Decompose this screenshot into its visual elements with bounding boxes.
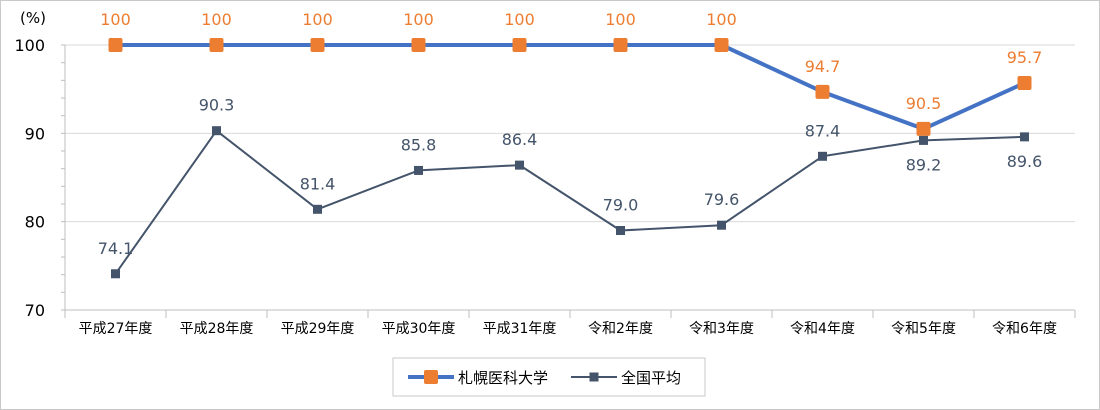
x-tick-label: 令和5年度 xyxy=(891,321,956,337)
series-line xyxy=(115,43,1026,131)
data-label: 86.4 xyxy=(502,130,538,149)
data-point xyxy=(310,38,325,52)
series-line xyxy=(114,129,1025,275)
data-point xyxy=(313,204,322,214)
legend-swatch-marker xyxy=(424,370,438,384)
data-point xyxy=(919,135,928,145)
series-2 xyxy=(111,126,1029,279)
data-point xyxy=(1020,132,1029,142)
data-label: 74.1 xyxy=(98,239,134,258)
data-label: 85.8 xyxy=(401,135,437,154)
x-tick-label: 令和4年度 xyxy=(790,321,855,337)
data-point xyxy=(515,160,524,170)
data-label: 89.6 xyxy=(1007,152,1043,171)
data-point xyxy=(108,38,123,52)
data-label: 100 xyxy=(302,10,333,29)
data-point xyxy=(916,121,931,136)
data-point xyxy=(512,38,527,52)
data-label: 100 xyxy=(605,10,636,29)
legend: 札幌医科大学 全国平均 xyxy=(392,357,706,397)
y-tick-label: 80 xyxy=(25,213,45,232)
data-point xyxy=(414,165,423,175)
data-labels: 100 100 100 100 100 100 100 94.7 90.5 95.7 74.1 90.… xyxy=(98,10,1043,258)
data-label: 100 xyxy=(706,10,737,29)
data-label: 79.0 xyxy=(603,196,639,215)
y-tick-label: 90 xyxy=(25,124,45,143)
data-label: 100 xyxy=(504,10,535,29)
data-label: 81.4 xyxy=(300,174,336,193)
x-tick-label: 令和2年度 xyxy=(588,321,653,337)
x-tick-label: 平成30年度 xyxy=(382,321,456,337)
y-tick-label: 100 xyxy=(14,36,45,55)
x-tick-label: 平成29年度 xyxy=(281,321,355,337)
data-label: 89.2 xyxy=(906,155,942,174)
data-point xyxy=(209,38,224,52)
data-point xyxy=(818,151,827,161)
data-label: 95.7 xyxy=(1007,48,1043,67)
series-1 xyxy=(108,38,1032,136)
x-tick-label: 令和3年度 xyxy=(689,321,754,337)
x-tick-label: 平成31年度 xyxy=(483,321,557,337)
data-point xyxy=(815,84,830,99)
legend-label: 全国平均 xyxy=(621,369,681,387)
series-group xyxy=(108,38,1032,279)
x-tick-label: 令和6年度 xyxy=(992,321,1057,337)
data-point xyxy=(616,226,625,235)
data-point xyxy=(1017,75,1032,90)
data-point xyxy=(212,126,221,136)
data-label: 79.6 xyxy=(704,190,740,209)
data-label: 100 xyxy=(100,10,131,29)
data-point xyxy=(411,38,426,52)
data-label: 87.4 xyxy=(805,121,841,140)
y-tick-label: 70 xyxy=(25,301,45,320)
x-tick-label: 平成28年度 xyxy=(180,321,254,337)
axes: 70 80 90 100 平成27年度 平成28年度 平成29年度 平成30年度 平成31年度 令… xyxy=(14,36,1076,337)
data-label: 100 xyxy=(403,10,434,29)
data-label: 90.3 xyxy=(199,96,235,115)
data-label: 100 xyxy=(201,10,232,29)
data-point xyxy=(717,220,726,230)
data-label: 94.7 xyxy=(805,57,841,76)
data-point xyxy=(111,269,120,279)
legend-label: 札幌医科大学 xyxy=(458,369,548,387)
data-point xyxy=(714,38,729,52)
data-point xyxy=(613,38,628,52)
y-unit-label: (%) xyxy=(20,9,46,27)
x-tick-label: 平成27年度 xyxy=(79,321,153,337)
legend-swatch-marker xyxy=(589,372,599,382)
data-label: 90.5 xyxy=(906,94,942,113)
